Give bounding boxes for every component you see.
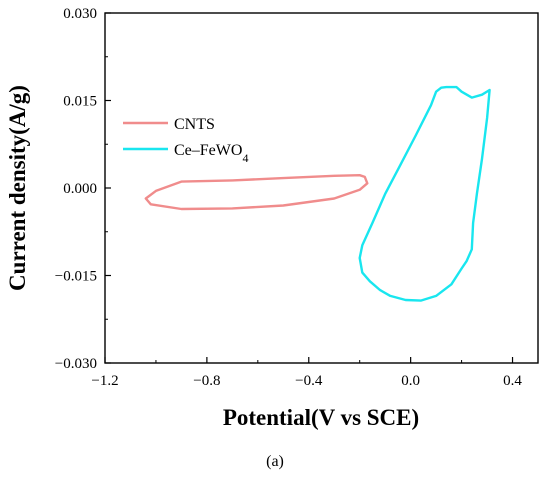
x-tick-label: −0.8 — [193, 373, 220, 389]
legend: CNTS Ce–FeWO4 — [123, 116, 248, 165]
x-axis-title: Potential(V vs SCE) — [223, 405, 419, 430]
y-axis-title: Current density(A/g) — [5, 85, 30, 291]
plot-frame — [104, 12, 539, 364]
tick-group: −1.2 −0.8 −0.4 0.0 0.4 0.030 0.015 0.000 −0.015 −… — [55, 6, 523, 389]
legend-label-0: CNTS — [174, 116, 215, 133]
y-tick-label: 0.030 — [63, 6, 97, 22]
x-tick-label: −0.4 — [295, 373, 323, 389]
x-tick-label: −1.2 — [91, 373, 118, 389]
series-group — [144, 85, 491, 302]
series-line-1 — [358, 85, 491, 302]
legend-label-1: Ce–FeWO4 — [174, 142, 248, 165]
y-tick-label: 0.015 — [63, 94, 97, 110]
x-tick-label: 0.0 — [401, 373, 420, 389]
figure-caption: (a) — [266, 453, 284, 470]
x-tick-label: 0.4 — [503, 373, 522, 389]
y-tick-label: 0.000 — [63, 181, 97, 197]
legend-subscript: 4 — [242, 151, 248, 165]
series-line-0 — [144, 174, 369, 211]
y-tick-label: −0.030 — [55, 356, 97, 372]
y-tick-label: −0.015 — [55, 269, 97, 285]
